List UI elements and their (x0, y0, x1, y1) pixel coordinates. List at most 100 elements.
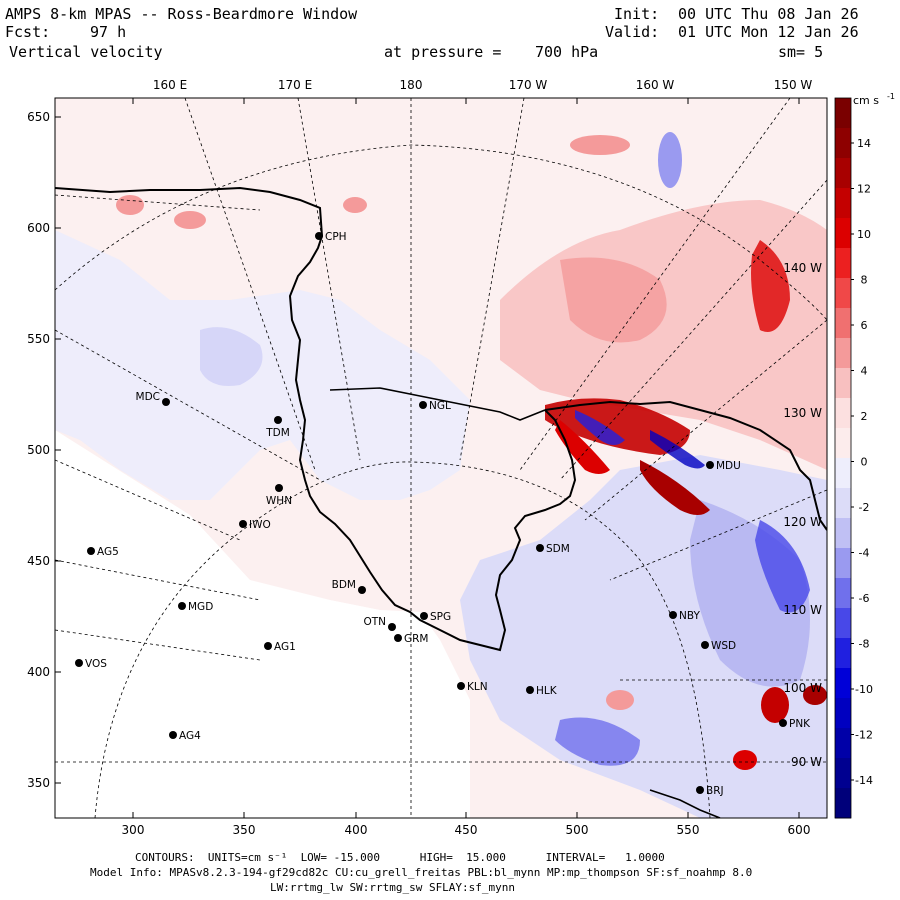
map-field (55, 98, 827, 818)
descent-cell (200, 327, 263, 386)
colorbar-swatch (835, 428, 851, 459)
y-tick-label: 650 (27, 110, 50, 124)
colorbar-swatch (835, 98, 851, 129)
colorbar-swatch (835, 458, 851, 489)
colorbar-swatch (835, 728, 851, 759)
x-tick-label: 600 (788, 823, 811, 837)
longitude-label: 170 W (509, 78, 548, 92)
strong-descent-cell (755, 520, 810, 613)
station-label-mgd: MGD (188, 601, 213, 613)
map-title: AMPS 8-km MPAS -- Ross-Beardmore Window (5, 5, 358, 23)
station-dot-mdc (162, 398, 170, 406)
colorbar-label: 2 (861, 410, 868, 423)
station-dot-vos (75, 659, 83, 667)
x-tick-label: 550 (677, 823, 700, 837)
colorbar-swatch (835, 218, 851, 249)
station-label-spg: SPG (430, 611, 451, 623)
graticule (55, 98, 827, 818)
longitude-label: 180 (400, 78, 423, 92)
y-axis-ticks: 650 600 550 500 450 400 350 (27, 110, 61, 790)
station-label-kln: KLN (467, 681, 488, 693)
station-label-bdm: BDM (332, 579, 356, 591)
colorbar-swatch (835, 248, 851, 279)
colorbar-swatch (835, 188, 851, 219)
station-dot-whn (275, 484, 283, 492)
colorbar-swatch (835, 128, 851, 159)
colorbar-swatch (835, 548, 851, 579)
descent-cell-south (555, 717, 640, 766)
colorbar-swatch (835, 488, 851, 519)
ascent-cell-north (560, 257, 667, 343)
init-label: Init: (614, 5, 660, 23)
station-dot-hlk (526, 686, 534, 694)
ascent-patch-nw-1 (116, 195, 144, 215)
coastline-ice-edge (329, 387, 546, 421)
ascent-cell-southeast-4 (606, 690, 634, 710)
x-tick-label: 350 (233, 823, 256, 837)
longitude-labels: 160 E 170 E 180 170 W 160 W 150 W (153, 78, 813, 92)
longitude-side-label: 90 W (791, 755, 822, 769)
station-label-ag1: AG1 (274, 641, 296, 653)
colorbar-label: -10 (855, 683, 873, 696)
station-label-ngl: NGL (429, 400, 451, 412)
forecast-hours: 97 h (90, 23, 127, 41)
x-tick-label: 300 (122, 823, 145, 837)
colorbar-swatch (835, 518, 851, 549)
longitude-side-label: 130 W (783, 406, 822, 420)
colorbar-swatch (835, 278, 851, 309)
longitude-label: 160 E (153, 78, 187, 92)
map-frame (54, 97, 828, 819)
x-axis-ticks: 300 350 400 450 500 550 600 (122, 98, 811, 837)
station-dot-kln (457, 682, 465, 690)
longitude-side-labels: 140 W 130 W 120 W 110 W 100 W 90 W (783, 261, 822, 769)
colorbar-swatch (835, 338, 851, 369)
ascent-streak-1 (555, 420, 610, 474)
colorbar-label: -14 (855, 774, 873, 787)
colorbar-label: 6 (861, 319, 868, 332)
colorbar-swatch (835, 578, 851, 609)
colorbar-swatch (835, 698, 851, 729)
strong-ascent-cell-north (751, 240, 790, 332)
station-dot-sdm (536, 544, 544, 552)
ascent-patch-nw-2 (174, 211, 206, 229)
y-tick-label: 350 (27, 776, 50, 790)
ascent-cell-southeast-3 (733, 750, 757, 770)
station-dot-mdu (706, 461, 714, 469)
x-tick-label: 400 (345, 823, 368, 837)
colorbar-label: 10 (857, 228, 871, 241)
colorbar-label: -4 (859, 547, 870, 560)
station-dot-mgd (178, 602, 186, 610)
longitude-label: 160 W (636, 78, 675, 92)
colorbar-swatch (835, 398, 851, 429)
colorbar-swatch (835, 308, 851, 339)
ascent-patch-ne (570, 135, 630, 155)
station-label-mdc: MDC (136, 391, 160, 403)
model-info-radiation: LW:rrtmg_lw SW:rrtmg_sw SFLAY:sf_mynn (270, 881, 516, 894)
field-name: Vertical velocity (9, 43, 163, 61)
descent-streak-2 (650, 430, 705, 469)
coastline-ross-ice-shelf (55, 186, 577, 652)
valid-time: 01 UTC Mon 12 Jan 26 (678, 23, 859, 41)
colorbar-label: 8 (861, 274, 868, 287)
station-label-vos: VOS (85, 658, 107, 670)
coastline-south (649, 789, 721, 818)
colorbar-label: 14 (857, 137, 871, 150)
y-tick-label: 450 (27, 554, 50, 568)
station-label-grm: GRM (404, 633, 429, 645)
station-label-whn: WHN (266, 495, 292, 507)
station-label-cph: CPH (325, 231, 347, 243)
station-label-brj: BRJ (706, 785, 724, 797)
level-value: 700 hPa (535, 43, 599, 61)
station-label-iwo: IWO (249, 519, 271, 531)
descent-region-west (55, 230, 470, 500)
x-tick-label: 500 (566, 823, 589, 837)
colorbar-label: 12 (857, 183, 871, 196)
y-tick-label: 550 (27, 332, 50, 346)
colorbar-label: -6 (859, 592, 870, 605)
contour-info: CONTOURS: UNITS=cm s⁻¹ LOW= -15.000 HIGH… (135, 851, 665, 864)
colorbar: cm s -1 14 12 10 8 6 4 2 0 -2 -4 -6 -8 -10 -12 -14 (834, 92, 895, 819)
smoothing-label: sm= 5 (778, 43, 824, 61)
longitude-side-label: 100 W (783, 681, 822, 695)
descent-patch-ne (658, 132, 682, 188)
